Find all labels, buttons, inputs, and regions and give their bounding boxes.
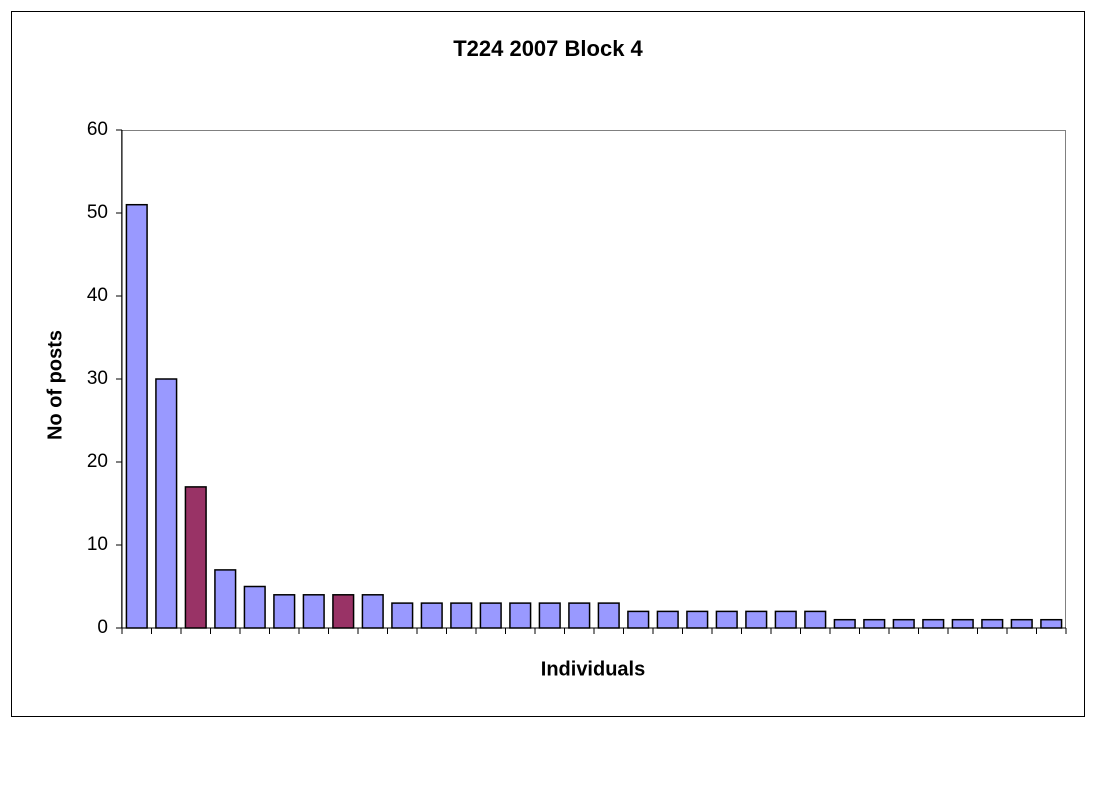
y-axis-label: No of posts: [44, 330, 66, 440]
bar: [1040, 618, 1063, 629]
bar: [214, 569, 237, 629]
bar: [922, 618, 945, 629]
bar: [627, 610, 650, 629]
bar: [745, 610, 768, 629]
y-tick-label: 40: [87, 285, 108, 306]
bar: [155, 378, 178, 629]
bar: [833, 618, 856, 629]
bar: [1010, 618, 1033, 629]
y-tick-label: 10: [87, 534, 108, 555]
bar: [863, 618, 886, 629]
y-tick-label: 20: [87, 451, 108, 472]
bar: [656, 610, 679, 629]
bar: [332, 594, 355, 629]
bar: [361, 594, 384, 629]
bar: [568, 602, 591, 629]
bar: [509, 602, 532, 629]
bar: [804, 610, 827, 629]
bar: [302, 594, 325, 629]
x-axis-label: Individuals: [541, 658, 645, 680]
bar: [420, 602, 443, 629]
bar: [450, 602, 473, 629]
y-tick-label: 0: [97, 617, 108, 638]
bar: [479, 602, 502, 629]
bar: [125, 203, 148, 629]
bar: [273, 594, 296, 629]
bar: [686, 610, 709, 629]
bar: [981, 618, 1004, 629]
bar: [774, 610, 797, 629]
y-tick-label: 50: [87, 202, 108, 223]
bar: [715, 610, 738, 629]
bar: [184, 486, 207, 629]
y-tick-label: 60: [87, 119, 108, 140]
bar: [538, 602, 561, 629]
bar: [597, 602, 620, 629]
bar: [391, 602, 414, 629]
bar: [243, 585, 266, 629]
y-tick-label: 30: [87, 368, 108, 389]
bar: [951, 618, 974, 629]
bar: [892, 618, 915, 629]
chart-title: T224 2007 Block 4: [453, 36, 643, 61]
plot-area: [121, 130, 1066, 629]
